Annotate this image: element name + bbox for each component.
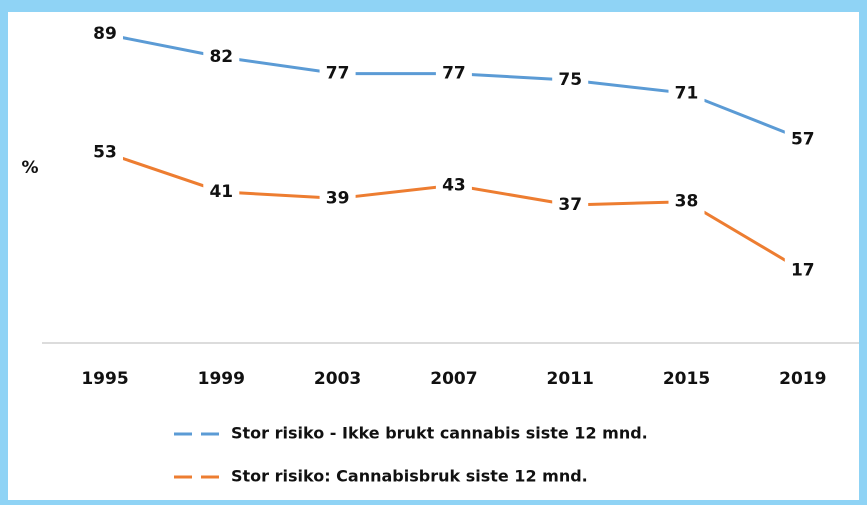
label-background: [784, 257, 821, 284]
label-background: [87, 21, 123, 48]
data-label: 39: [326, 188, 350, 208]
x-tick-label: 2019: [779, 369, 826, 389]
data-label: 77: [326, 64, 350, 84]
label-background: [784, 126, 821, 153]
data-label: 38: [675, 192, 699, 212]
label-background: [319, 60, 356, 87]
x-tick-label: 1995: [81, 369, 128, 389]
y-axis-label: %: [21, 158, 38, 178]
data-label: 75: [558, 70, 582, 90]
data-label: 41: [209, 182, 233, 202]
data-label: 57: [791, 129, 815, 149]
legend-label: Stor risiko - Ikke brukt cannabis siste …: [231, 424, 648, 443]
label-background: [435, 172, 472, 199]
label-background: [552, 192, 589, 218]
data-label: 71: [675, 83, 699, 103]
data-label: 43: [442, 175, 466, 195]
label-background: [668, 80, 705, 107]
x-tick-label: 2011: [547, 369, 594, 389]
label-background: [203, 44, 240, 71]
x-tick-label: 1999: [198, 369, 245, 389]
data-label: 53: [93, 142, 117, 162]
x-tick-label: 2015: [663, 369, 710, 389]
data-label: 37: [558, 195, 582, 215]
x-tick-label: 2007: [430, 369, 477, 389]
x-tick-label: 2003: [314, 369, 361, 389]
legend-label: Stor risiko: Cannabisbruk siste 12 mnd.: [231, 467, 588, 486]
label-background: [552, 67, 589, 94]
label-background: [87, 139, 123, 166]
data-label: 82: [209, 47, 233, 67]
data-label: 77: [442, 64, 466, 84]
label-background: [319, 185, 356, 212]
label-background: [668, 188, 705, 215]
data-label: 17: [791, 261, 815, 281]
chart: % 1995 1999 2003 2007 2011 2015 2019 89 82 77 77 75…: [21, 21, 859, 486]
data-label: 89: [93, 24, 117, 44]
label-background: [203, 178, 240, 205]
chart-panel: % 1995 1999 2003 2007 2011 2015 2019 89 82 77 77 75…: [8, 12, 859, 500]
label-background: [435, 60, 472, 87]
